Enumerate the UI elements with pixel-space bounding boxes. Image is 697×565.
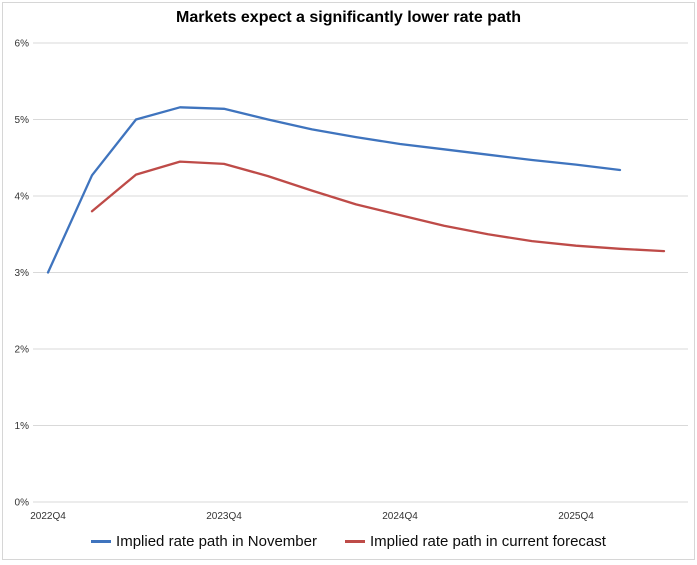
x-axis-tick-label: 2025Q4: [558, 511, 594, 522]
series-line: [90, 160, 666, 253]
november-line-swatch-icon: [91, 540, 112, 543]
legend-label-november: Implied rate path in November: [116, 533, 317, 550]
y-axis-tick-label: 5%: [15, 115, 30, 126]
y-axis-tick-label: 6%: [15, 39, 30, 50]
x-axis-tick-label: 2022Q4: [30, 511, 66, 522]
series-line: [46, 106, 622, 274]
y-axis-tick-label: 4%: [15, 192, 30, 203]
y-axis-tick-label: 0%: [15, 498, 30, 509]
chart-legend: Implied rate path in November Implied ra…: [0, 533, 697, 550]
current-forecast-line-swatch-icon: [344, 540, 365, 543]
y-axis-tick-label: 3%: [15, 268, 30, 279]
x-axis-tick-label: 2024Q4: [382, 511, 418, 522]
x-axis-tick-label: 2023Q4: [206, 511, 242, 522]
chart-title: Markets expect a significantly lower rat…: [175, 9, 521, 26]
y-axis-tick-label: 1%: [15, 421, 30, 432]
y-axis-tick-label: 2%: [15, 345, 30, 356]
legend-item-current-forecast: Implied rate path in current forecast: [344, 533, 606, 550]
legend-label-current-forecast: Implied rate path in current forecast: [369, 533, 606, 550]
legend-item-november: Implied rate path in November: [91, 533, 317, 550]
